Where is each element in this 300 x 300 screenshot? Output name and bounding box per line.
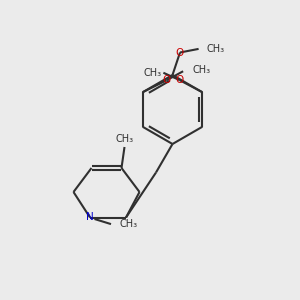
Text: CH₃: CH₃ <box>119 219 137 229</box>
Text: O: O <box>176 47 184 58</box>
Text: N: N <box>86 212 94 223</box>
Text: O: O <box>163 75 171 85</box>
Text: CH₃: CH₃ <box>144 68 162 78</box>
Text: CH₃: CH₃ <box>192 65 210 75</box>
Text: CH₃: CH₃ <box>207 44 225 54</box>
Text: O: O <box>176 75 184 85</box>
Text: CH₃: CH₃ <box>116 134 134 145</box>
